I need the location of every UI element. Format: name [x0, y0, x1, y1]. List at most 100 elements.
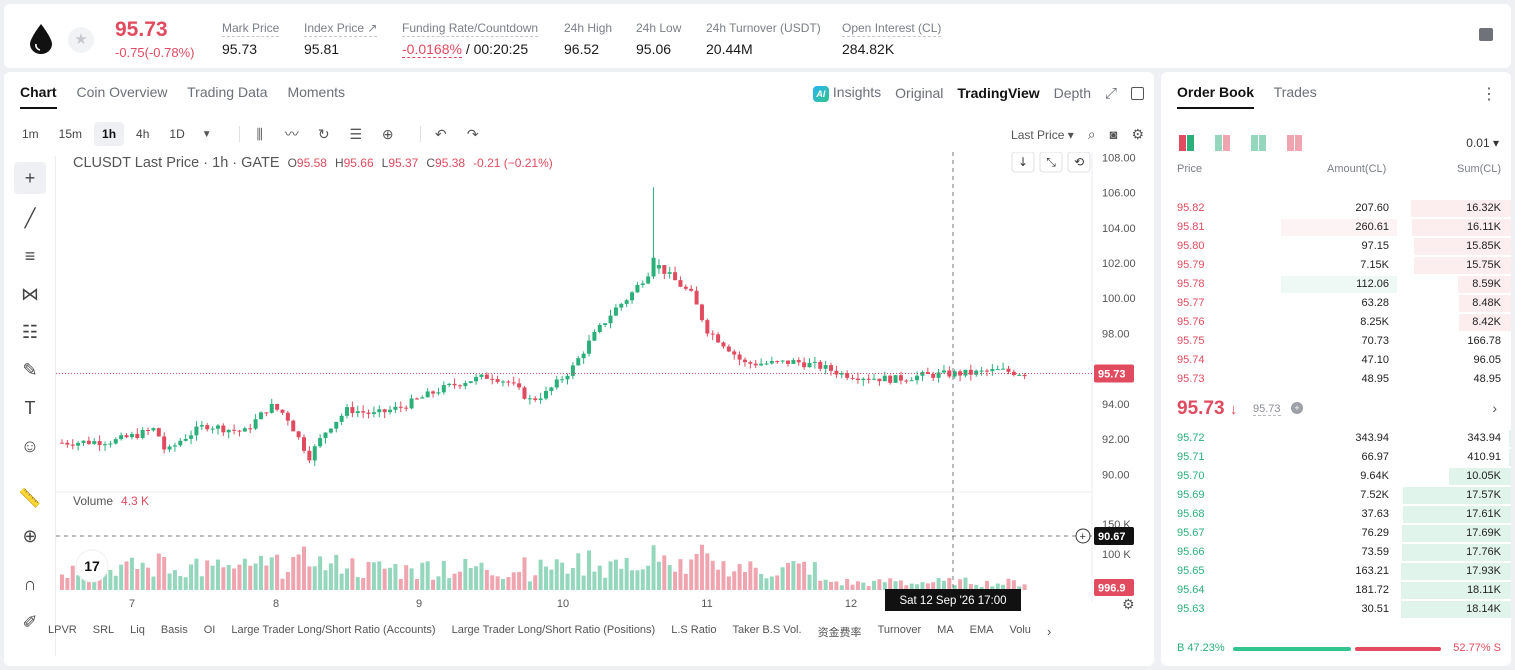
pattern-tool-icon[interactable]: ⋈	[21, 284, 39, 304]
collapse-icon[interactable]: ⤡	[1046, 155, 1056, 169]
price-type-select[interactable]: Last Price ▾	[1011, 127, 1074, 142]
bid-row[interactable]: 95.72 343.94 343.94	[1161, 429, 1511, 448]
ask-row[interactable]: 95.76 8.25K 8.42K	[1161, 313, 1511, 332]
redo-icon[interactable]: ↷	[466, 125, 479, 142]
bid-row[interactable]: 95.68 37.63 17.61K	[1161, 505, 1511, 524]
gear-icon[interactable]: ⚙	[1131, 126, 1144, 142]
candle-body	[517, 383, 522, 388]
trendline-tool-icon[interactable]: ╱	[24, 208, 36, 228]
indicator-tab[interactable]: OI	[203, 624, 216, 636]
reset-icon[interactable]: ⟲	[1074, 155, 1084, 169]
tab-insights[interactable]: AI Insights	[812, 84, 881, 102]
tab-trading-data[interactable]: Trading Data	[187, 84, 268, 100]
interval-dropdown-icon[interactable]: ▼	[201, 128, 212, 140]
layout-bids-icon[interactable]	[1251, 135, 1267, 151]
indicator-tab[interactable]: EMA	[969, 624, 994, 636]
crosshair-tool-icon[interactable]: +	[14, 162, 46, 194]
fib-tool-icon[interactable]: ☷	[21, 322, 39, 342]
indicator-tab[interactable]: 资金费率	[817, 627, 862, 639]
zoom-tool-icon[interactable]: ⊕	[22, 526, 38, 546]
interval-1d[interactable]: 1D	[169, 127, 185, 141]
pencil-lock-icon[interactable]: ✐	[22, 612, 38, 632]
layout-split-icon[interactable]	[1215, 135, 1231, 151]
ask-row[interactable]: 95.75 70.73 166.78	[1161, 332, 1511, 351]
book-icon[interactable]	[1479, 28, 1493, 41]
scroll-down-icon[interactable]: ↓	[1018, 155, 1028, 169]
ask-row[interactable]: 95.79 7.15K 15.75K	[1161, 256, 1511, 275]
candle-body	[65, 442, 70, 445]
indicator-tab[interactable]: L.S Ratio	[671, 624, 717, 636]
ask-row[interactable]: 95.78 112.06 8.59K	[1161, 275, 1511, 294]
magnet-tool-icon[interactable]: ∩	[23, 574, 37, 594]
templates-icon[interactable]: ☰	[349, 125, 363, 142]
tab-tradingview[interactable]: TradingView	[957, 85, 1040, 101]
candle-body	[420, 397, 425, 399]
candle-body	[726, 346, 731, 352]
interval-4h[interactable]: 4h	[136, 127, 150, 141]
ask-row[interactable]: 95.82 207.60 16.32K	[1161, 199, 1511, 218]
interval-1h[interactable]: 1h	[94, 122, 125, 146]
price-chart[interactable]: 108.00106.00104.00102.00100.0098.0096.00…	[56, 152, 1154, 612]
expand-icon[interactable]: ⤢	[1104, 84, 1117, 102]
camera-icon[interactable]: ◙	[1109, 127, 1118, 142]
volume-bar	[189, 564, 194, 590]
tab-order-book[interactable]: Order Book	[1177, 84, 1255, 109]
ask-row[interactable]: 95.80 97.15 15.85K	[1161, 237, 1511, 256]
window-icon[interactable]	[1131, 86, 1144, 100]
interval-15m[interactable]: 15m	[58, 127, 83, 141]
bid-row[interactable]: 95.71 66.97 410.91	[1161, 448, 1511, 467]
mid-price-row[interactable]: 95.73 ↓ 95.73 + ›	[1177, 398, 1501, 422]
emoji-tool-icon[interactable]: ☺	[20, 436, 40, 456]
bid-row[interactable]: 95.63 30.51 18.14K	[1161, 600, 1511, 619]
candle-body	[436, 392, 441, 394]
indicator-tab[interactable]: MA	[937, 624, 954, 636]
ask-row[interactable]: 95.73 48.95 48.95	[1161, 370, 1511, 389]
brush-tool-icon[interactable]: ✎	[22, 360, 38, 380]
interval-1m[interactable]: 1m	[22, 127, 39, 141]
ask-row[interactable]: 95.81 260.61 16.11K	[1161, 218, 1511, 237]
ask-row[interactable]: 95.77 63.28 8.48K	[1161, 294, 1511, 313]
add-alert-icon[interactable]: ⊕	[381, 125, 394, 142]
tab-moments[interactable]: Moments	[287, 84, 346, 100]
candle-type-icon[interactable]: ⫼	[256, 125, 263, 142]
ruler-tool-icon[interactable]: 📏	[18, 488, 42, 508]
bid-row[interactable]: 95.69 7.52K 17.57K	[1161, 486, 1511, 505]
indicator-tab[interactable]: Basis	[160, 624, 188, 636]
more-icon[interactable]: ⋮	[1481, 86, 1497, 103]
indicator-tab[interactable]: Volu	[1009, 624, 1031, 636]
replay-icon[interactable]: ↻	[317, 125, 330, 142]
stat-index-price[interactable]: Index Price ↗ 95.81	[304, 21, 378, 57]
bid-row[interactable]: 95.67 76.29 17.69K	[1161, 524, 1511, 543]
chevron-right-icon[interactable]: ›	[1046, 624, 1052, 639]
horizontal-lines-tool-icon[interactable]: ≡	[24, 246, 36, 266]
favorite-star-icon[interactable]: ★	[68, 27, 94, 53]
indicators-icon[interactable]: 〰	[284, 126, 299, 142]
search-icon[interactable]: ⌕	[1087, 126, 1096, 142]
indicator-tab[interactable]: Large Trader Long/Short Ratio (Positions…	[451, 624, 656, 636]
volume-bar	[624, 558, 629, 590]
tab-depth[interactable]: Depth	[1053, 85, 1091, 101]
undo-icon[interactable]: ↶	[434, 125, 447, 142]
layout-both-icon[interactable]	[1179, 135, 1195, 151]
candle-body	[97, 441, 102, 446]
bid-row[interactable]: 95.70 9.64K 10.05K	[1161, 467, 1511, 486]
ask-row[interactable]: 95.74 47.10 96.05	[1161, 351, 1511, 370]
bid-row[interactable]: 95.65 163.21 17.93K	[1161, 562, 1511, 581]
text-tool-icon[interactable]: T	[24, 398, 36, 418]
precision-select[interactable]: 0.01 ▾	[1466, 136, 1499, 150]
indicator-tab[interactable]: LPVR	[48, 624, 77, 636]
legend-close: 95.38	[435, 156, 465, 170]
tab-original[interactable]: Original	[895, 85, 944, 101]
bid-row[interactable]: 95.66 73.59 17.76K	[1161, 543, 1511, 562]
indicator-tab[interactable]: SRL	[92, 624, 115, 636]
indicator-tab[interactable]: Turnover	[877, 624, 922, 636]
bid-row[interactable]: 95.64 181.72 18.11K	[1161, 581, 1511, 600]
indicator-tab[interactable]: Large Trader Long/Short Ratio (Accounts)	[231, 624, 436, 636]
tab-chart[interactable]: Chart	[20, 84, 57, 109]
chevron-right-icon[interactable]: ›	[1492, 400, 1497, 416]
tab-trades[interactable]: Trades	[1273, 84, 1317, 100]
tab-coin-overview[interactable]: Coin Overview	[76, 84, 168, 100]
layout-asks-icon[interactable]	[1287, 135, 1303, 151]
indicator-tab[interactable]: Taker B.S Vol.	[732, 624, 802, 636]
indicator-tab[interactable]: Liq	[130, 624, 145, 636]
